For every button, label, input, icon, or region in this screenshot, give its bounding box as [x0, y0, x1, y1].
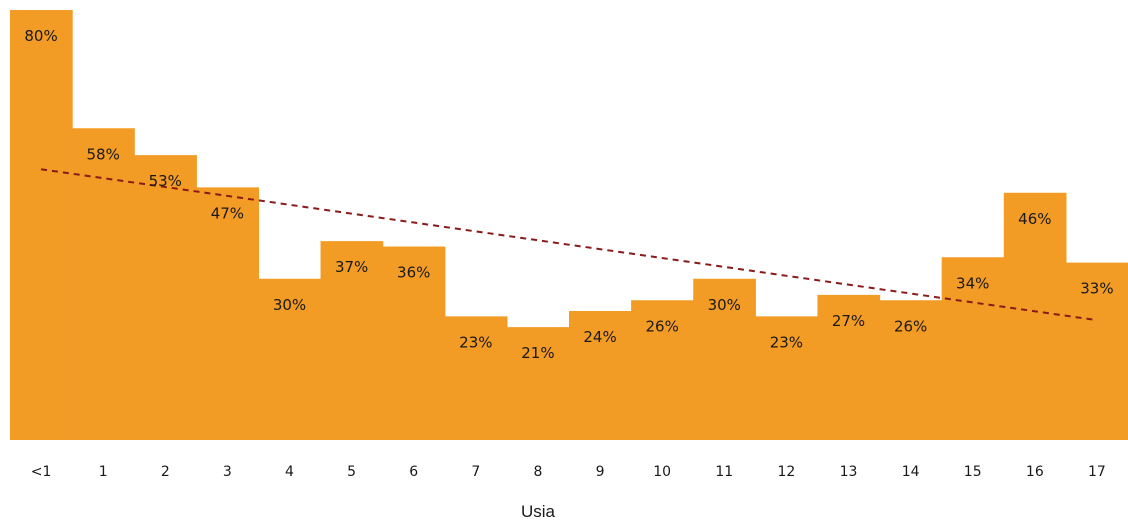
bar-data-label-3: 47% — [211, 204, 244, 222]
bar-10 — [631, 300, 694, 440]
bar-data-label-6: 36% — [397, 264, 430, 282]
x-tick-label-11: 11 — [715, 464, 733, 480]
bar-data-label-7: 23% — [459, 333, 492, 351]
bar-data-label-14: 26% — [894, 317, 927, 335]
x-tick-label-13: 13 — [840, 464, 858, 480]
x-tick-label-10: 10 — [653, 464, 671, 480]
bar-data-label-0: 80% — [24, 27, 57, 45]
bar-6 — [382, 246, 446, 440]
x-tick-label-4: 4 — [285, 464, 294, 480]
bar-data-label-13: 27% — [832, 312, 865, 330]
x-tick-label-8: 8 — [533, 464, 542, 480]
bars-group — [10, 10, 1128, 441]
bar-17 — [1065, 262, 1128, 441]
trendline-group — [40, 168, 1098, 322]
x-tick-label-15: 15 — [964, 464, 982, 480]
bar-data-label-9: 24% — [583, 328, 616, 346]
x-tick-label-3: 3 — [223, 464, 232, 480]
bar-data-label-16: 46% — [1018, 210, 1051, 228]
x-tick-label-6: 6 — [409, 464, 418, 480]
bar-4 — [258, 278, 322, 440]
x-tick-label-0: <1 — [31, 464, 52, 480]
bar-12 — [755, 316, 819, 441]
bar-data-label-8: 21% — [521, 344, 554, 362]
bar-data-label-10: 26% — [645, 317, 678, 335]
x-tick-label-14: 14 — [902, 464, 920, 480]
x-tick-label-17: 17 — [1088, 464, 1106, 480]
bar-data-label-2: 53% — [149, 172, 182, 190]
bar-16 — [1003, 192, 1067, 440]
x-tick-label-12: 12 — [777, 464, 795, 480]
bar-5 — [320, 241, 384, 441]
data-labels-group: 80% 58% 53% 47% 30% 37% 36% 23% 21% 24% 26% 30% 23% 2… — [24, 27, 1113, 362]
x-axis-title: Usia — [521, 502, 556, 521]
bar-15 — [941, 257, 1005, 440]
bar-data-label-17: 33% — [1080, 280, 1113, 298]
bar-data-label-11: 30% — [708, 296, 741, 314]
bar-7 — [444, 316, 508, 441]
bar-data-label-4: 30% — [273, 296, 306, 314]
bar-1 — [72, 128, 135, 440]
bar-11 — [693, 278, 756, 440]
bar-13 — [817, 294, 881, 441]
x-tick-labels-group: <1 1 2 3 4 5 6 7 8 9 10 11 12 13 14 15 16 17 — [31, 464, 1106, 480]
x-tick-label-1: 1 — [99, 464, 108, 480]
bar-data-label-12: 23% — [770, 333, 803, 351]
bar-9 — [569, 311, 632, 440]
x-tick-label-16: 16 — [1026, 464, 1044, 480]
bar-data-label-1: 58% — [86, 145, 119, 163]
bar-data-label-15: 34% — [956, 274, 989, 292]
x-tick-label-5: 5 — [347, 464, 356, 480]
trendline — [40, 168, 1098, 322]
x-tick-label-9: 9 — [596, 464, 605, 480]
bar-8 — [506, 327, 570, 441]
bar-0 — [10, 10, 73, 440]
bar-data-label-5: 37% — [335, 258, 368, 276]
bar-2 — [134, 155, 197, 441]
bar-14 — [879, 300, 943, 440]
bar-3 — [196, 187, 260, 441]
x-tick-label-7: 7 — [471, 464, 480, 480]
x-tick-label-2: 2 — [161, 464, 170, 480]
